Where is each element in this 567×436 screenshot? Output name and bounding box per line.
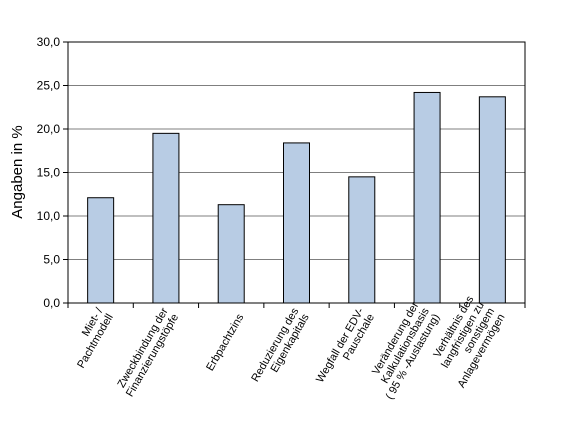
y-tick-label: 30,0 [37,35,61,49]
x-category-label: Wegfall der EDV-Pauschale [314,306,377,391]
y-tick-label: 25,0 [37,79,61,93]
y-tick-label: 15,0 [37,166,61,180]
svg-text:Wegfall der EDV-Pauschale: Wegfall der EDV-Pauschale [314,306,377,391]
bar [348,176,376,304]
x-category-label-line: Erbpachtzins [204,312,246,374]
y-tick-label: 20,0 [37,122,61,136]
bar [413,91,441,304]
x-category-label: Zweckbindung derFinanzierungstöpfe [114,306,182,399]
x-category-label: Erbpachtzins [204,312,246,374]
svg-text:Zweckbindung derFinanzierungs: Zweckbindung derFinanzierungstöpfe [114,306,182,399]
y-tick-label: 0,0 [43,296,60,310]
y-tick-label: 5,0 [43,253,60,267]
bars [87,91,506,304]
svg-text:Miet- /Pachtmodell: Miet- /Pachtmodell [65,305,117,370]
x-category-label: Verhältnis deslangfristigen zusonstigemA… [424,294,507,390]
x-category-label: Veränderung derKalkulationsbasis( 95 % -… [363,300,443,402]
bar [87,197,115,304]
x-category-label: Reduzierung desEigenkapitals [249,306,312,390]
bar [283,142,310,304]
svg-text:Veränderung derKalkulationsba: Veränderung derKalkulationsbasis( 95 % -… [363,300,443,402]
y-axis-title: Angaben in % [9,125,26,218]
bar [478,96,506,304]
bar [152,132,180,304]
bar [217,204,245,304]
x-category-label: Miet- /Pachtmodell [65,305,117,370]
x-axis-category-labels: Miet- /Pachtmodell Zweckbindung derFinanz… [65,294,526,402]
svg-text:Verhältnis deslangfristigen z: Verhältnis deslangfristigen zusonstigemA… [424,294,507,390]
svg-text:Reduzierung desEigenkapitals: Reduzierung desEigenkapitals [249,306,312,390]
y-axis-ticks: 0,0 5,0 10,0 15,0 20,0 25,0 30,0 [37,35,68,310]
y-tick-label: 10,0 [37,209,61,223]
svg-text:Erbpachtzins: Erbpachtzins [204,312,246,374]
